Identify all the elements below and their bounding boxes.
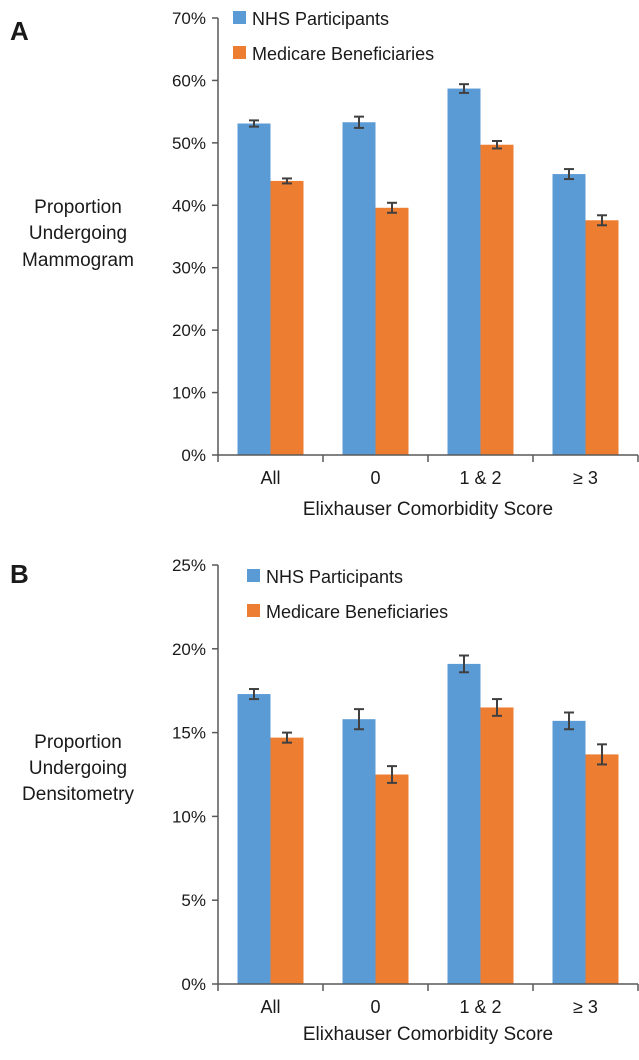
panel-b-y-axis-label: Proportion Undergoing Densitometry: [22, 732, 134, 805]
x-tick-label: All: [260, 997, 280, 1017]
y-tick-label: 0%: [181, 446, 206, 465]
y-axis-label-line: Undergoing: [29, 223, 127, 244]
y-axis-label-line: Densitometry: [22, 784, 134, 805]
error-bar-0-Medicare Beneficiaries: [387, 201, 397, 214]
panel-a-legend: NHS Participants Medicare Beneficiaries: [233, 9, 434, 64]
legend-swatch: [247, 604, 260, 617]
legend-label: NHS Participants: [266, 567, 403, 587]
error-bar-0-NHS Participants: [354, 708, 364, 731]
y-tick-label: 10%: [172, 807, 206, 826]
panel-label-b: B: [10, 559, 29, 589]
y-axis-label-line: Mammogram: [22, 250, 134, 271]
error-bar-All-NHS Participants: [249, 119, 259, 128]
panel-b-x-ticks: All 0 1 & 2 ≥ 3: [217, 984, 639, 1017]
x-tick-label: All: [260, 468, 280, 488]
panel-b-error-bars: [249, 654, 607, 784]
bar-1 & 2-NHS Participants: [447, 88, 481, 456]
x-tick-label: ≥ 3: [573, 997, 598, 1017]
panel-b-chart: B 0% 5% 10% 15% 20% 25% All 0 1 & 2 ≥ 3 Proporti…: [10, 556, 639, 1045]
y-tick-label: 60%: [172, 71, 206, 90]
legend-label: Medicare Beneficiaries: [266, 602, 448, 622]
bar-All-NHS Participants: [237, 123, 271, 456]
legend-swatch: [233, 11, 246, 24]
legend-label: Medicare Beneficiaries: [252, 44, 434, 64]
y-tick-label: 50%: [172, 134, 206, 153]
y-axis-label-line: Proportion: [34, 732, 122, 753]
legend-swatch: [247, 569, 260, 582]
error-bar-≥ 3-Medicare Beneficiaries: [597, 743, 607, 766]
panel-a-x-ticks: All 0 1 & 2 ≥ 3: [217, 455, 639, 488]
error-bar-1 & 2-Medicare Beneficiaries: [492, 698, 502, 717]
y-tick-label: 5%: [181, 891, 206, 910]
bar-0-Medicare Beneficiaries: [375, 207, 409, 455]
y-tick-label: 15%: [172, 724, 206, 743]
bar-0-Medicare Beneficiaries: [375, 774, 409, 984]
error-bar-0-NHS Participants: [354, 115, 364, 129]
error-bar-All-NHS Participants: [249, 688, 259, 701]
panel-b-bars: [237, 663, 619, 984]
y-axis-label-line: Undergoing: [29, 758, 127, 779]
error-bar-0-Medicare Beneficiaries: [387, 765, 397, 784]
y-tick-label: 20%: [172, 321, 206, 340]
panel-b-x-axis-label: Elixhauser Comorbidity Score: [303, 1024, 553, 1045]
bar-≥ 3-Medicare Beneficiaries: [585, 754, 619, 984]
panel-b-y-ticks: 0% 5% 10% 15% 20% 25%: [172, 556, 218, 994]
legend-label: NHS Participants: [252, 9, 389, 29]
x-tick-label: 1 & 2: [459, 997, 501, 1017]
bar-All-NHS Participants: [237, 694, 271, 984]
bar-≥ 3-Medicare Beneficiaries: [585, 220, 619, 455]
error-bar-≥ 3-NHS Participants: [564, 168, 574, 181]
y-tick-label: 0%: [181, 975, 206, 994]
x-tick-label: 1 & 2: [459, 468, 501, 488]
x-tick-label: ≥ 3: [573, 468, 598, 488]
x-tick-label: 0: [370, 468, 380, 488]
panel-label-a: A: [10, 16, 29, 46]
y-tick-label: 40%: [172, 196, 206, 215]
bar-≥ 3-NHS Participants: [552, 720, 586, 984]
panel-a-bars: [237, 88, 619, 456]
error-bar-≥ 3-NHS Participants: [564, 711, 574, 731]
panel-a-chart: A 0% 10% 20% 30% 40% 50% 60% 70% All 0 1 & 2 ≥ 3 P…: [10, 9, 639, 520]
bar-All-Medicare Beneficiaries: [270, 737, 304, 984]
y-tick-label: 20%: [172, 640, 206, 659]
error-bar-1 & 2-NHS Participants: [459, 83, 469, 94]
error-bar-≥ 3-Medicare Beneficiaries: [597, 214, 607, 227]
bar-0-NHS Participants: [342, 122, 376, 456]
bar-≥ 3-NHS Participants: [552, 174, 586, 456]
error-bar-1 & 2-Medicare Beneficiaries: [492, 139, 502, 150]
error-bar-All-Medicare Beneficiaries: [282, 731, 292, 744]
error-bar-1 & 2-NHS Participants: [459, 654, 469, 674]
x-tick-label: 0: [370, 997, 380, 1017]
bar-1 & 2-Medicare Beneficiaries: [480, 144, 514, 456]
y-tick-label: 25%: [172, 556, 206, 575]
bar-0-NHS Participants: [342, 719, 376, 984]
panel-a-error-bars: [249, 83, 607, 227]
error-bar-All-Medicare Beneficiaries: [282, 177, 292, 185]
bar-All-Medicare Beneficiaries: [270, 180, 304, 455]
panel-a-y-axis-label: Proportion Undergoing Mammogram: [22, 197, 134, 271]
bar-1 & 2-NHS Participants: [447, 663, 481, 984]
legend-swatch: [233, 46, 246, 59]
panel-a-y-ticks: 0% 10% 20% 30% 40% 50% 60% 70%: [172, 9, 218, 465]
y-axis-label-line: Proportion: [34, 197, 122, 218]
bar-1 & 2-Medicare Beneficiaries: [480, 707, 514, 984]
y-tick-label: 70%: [172, 9, 206, 28]
y-tick-label: 30%: [172, 259, 206, 278]
panel-b-legend: NHS Participants Medicare Beneficiaries: [247, 567, 448, 622]
y-tick-label: 10%: [172, 384, 206, 403]
panel-a-x-axis-label: Elixhauser Comorbidity Score: [303, 499, 553, 520]
